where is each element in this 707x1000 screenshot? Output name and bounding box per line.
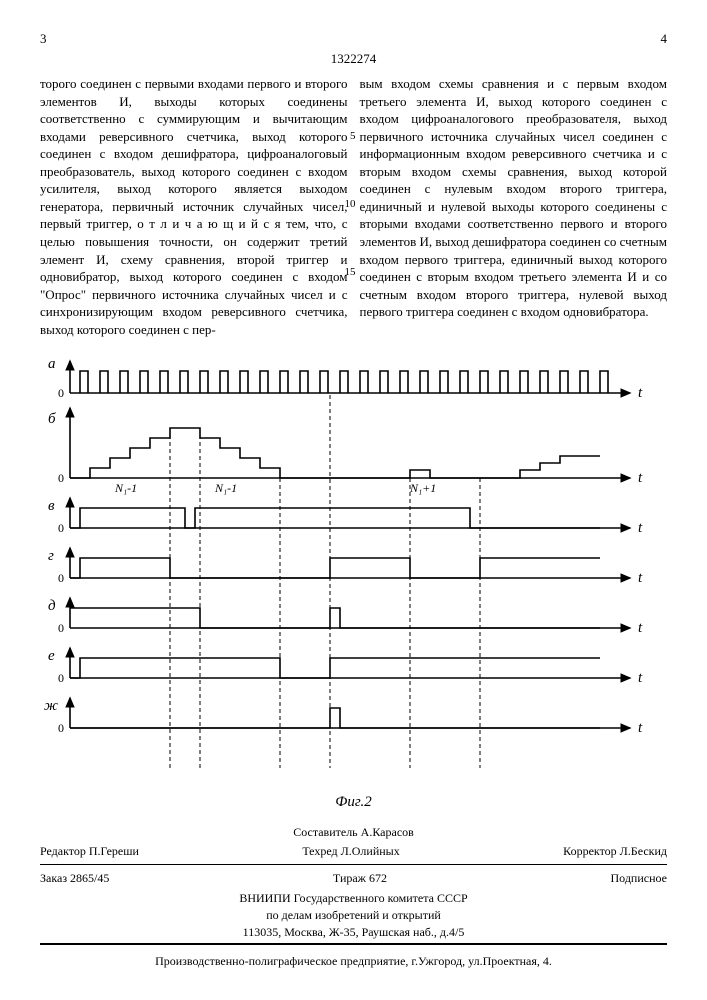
svg-text:0: 0 bbox=[58, 386, 64, 400]
row-b: б 0 t N₁-1 N₁-1 N₁+1 bbox=[48, 408, 643, 495]
corrector: Корректор Л.Бескид bbox=[563, 843, 667, 859]
svg-text:а: а bbox=[48, 356, 56, 372]
svg-text:t: t bbox=[638, 470, 643, 486]
row-v: в 0 t bbox=[48, 498, 643, 536]
svg-text:t: t bbox=[638, 570, 643, 586]
svg-text:0: 0 bbox=[58, 471, 64, 485]
editor: Редактор П.Гереши bbox=[40, 843, 139, 859]
figure-svg: а 0 t б 0 t N₁-1 N₁-1 N₁+1 в 0 t г bbox=[40, 353, 660, 783]
row-zh: ж 0 t bbox=[44, 698, 643, 736]
addr: 113035, Москва, Ж-35, Раушская наб., д.4… bbox=[40, 924, 667, 940]
timing-diagram: а 0 t б 0 t N₁-1 N₁-1 N₁+1 в 0 t г bbox=[40, 353, 667, 812]
body-text: 5 10 15 торого соединен с первыми входам… bbox=[40, 75, 667, 338]
row-g: г 0 t bbox=[48, 548, 643, 586]
row-e: е 0 t bbox=[48, 648, 643, 686]
svg-text:N₁+1: N₁+1 bbox=[409, 481, 436, 495]
divider-thick bbox=[40, 943, 667, 945]
svg-text:в: в bbox=[48, 498, 55, 514]
svg-text:0: 0 bbox=[58, 671, 64, 685]
svg-text:N₁-1: N₁-1 bbox=[114, 481, 137, 495]
svg-text:0: 0 bbox=[58, 521, 64, 535]
order: Заказ 2865/45 bbox=[40, 870, 109, 886]
org1: ВНИИПИ Государственного комитета СССР bbox=[40, 890, 667, 906]
svg-text:N₁-1: N₁-1 bbox=[214, 481, 237, 495]
page-num-right: 4 bbox=[661, 30, 668, 48]
svg-text:t: t bbox=[638, 520, 643, 536]
svg-text:t: t bbox=[638, 385, 643, 401]
svg-text:0: 0 bbox=[58, 621, 64, 635]
svg-text:0: 0 bbox=[58, 721, 64, 735]
compiler: Составитель А.Карасов bbox=[40, 824, 667, 840]
org2: по делам изобретений и открытий bbox=[40, 907, 667, 923]
techred: Техред Л.Олийных bbox=[302, 843, 399, 859]
svg-text:t: t bbox=[638, 670, 643, 686]
left-column: 5 10 15 торого соединен с первыми входам… bbox=[40, 75, 348, 338]
page-num-left: 3 bbox=[40, 30, 47, 48]
svg-text:г: г bbox=[48, 548, 54, 564]
tirage: Тираж 672 bbox=[333, 870, 387, 886]
row-a: а 0 t bbox=[48, 356, 643, 401]
svg-text:е: е bbox=[48, 648, 55, 664]
print-house: Производственно-полиграфическое предприя… bbox=[40, 953, 667, 969]
svg-text:б: б bbox=[48, 411, 56, 427]
page-numbers: 3 4 bbox=[40, 30, 667, 48]
patent-number: 1322274 bbox=[40, 50, 667, 68]
line-marker: 15 bbox=[345, 265, 356, 280]
line-marker: 10 bbox=[345, 197, 356, 212]
svg-text:д: д bbox=[48, 598, 56, 614]
footer: Составитель А.Карасов Редактор П.Гереши … bbox=[40, 824, 667, 969]
line-marker: 5 bbox=[350, 129, 356, 144]
svg-text:t: t bbox=[638, 620, 643, 636]
divider bbox=[40, 864, 667, 865]
col-right-text: вым входом схемы сравнения и с первым вх… bbox=[360, 76, 668, 319]
row-d: д 0 t bbox=[48, 598, 643, 636]
col-left-text: торого соединен с первыми входами первог… bbox=[40, 76, 348, 337]
right-column: вым входом схемы сравнения и с первым вх… bbox=[360, 75, 668, 338]
figure-label: Фиг.2 bbox=[40, 792, 667, 812]
svg-text:t: t bbox=[638, 720, 643, 736]
svg-text:ж: ж bbox=[44, 698, 58, 714]
subscript: Подписное bbox=[611, 870, 668, 886]
svg-text:0: 0 bbox=[58, 571, 64, 585]
